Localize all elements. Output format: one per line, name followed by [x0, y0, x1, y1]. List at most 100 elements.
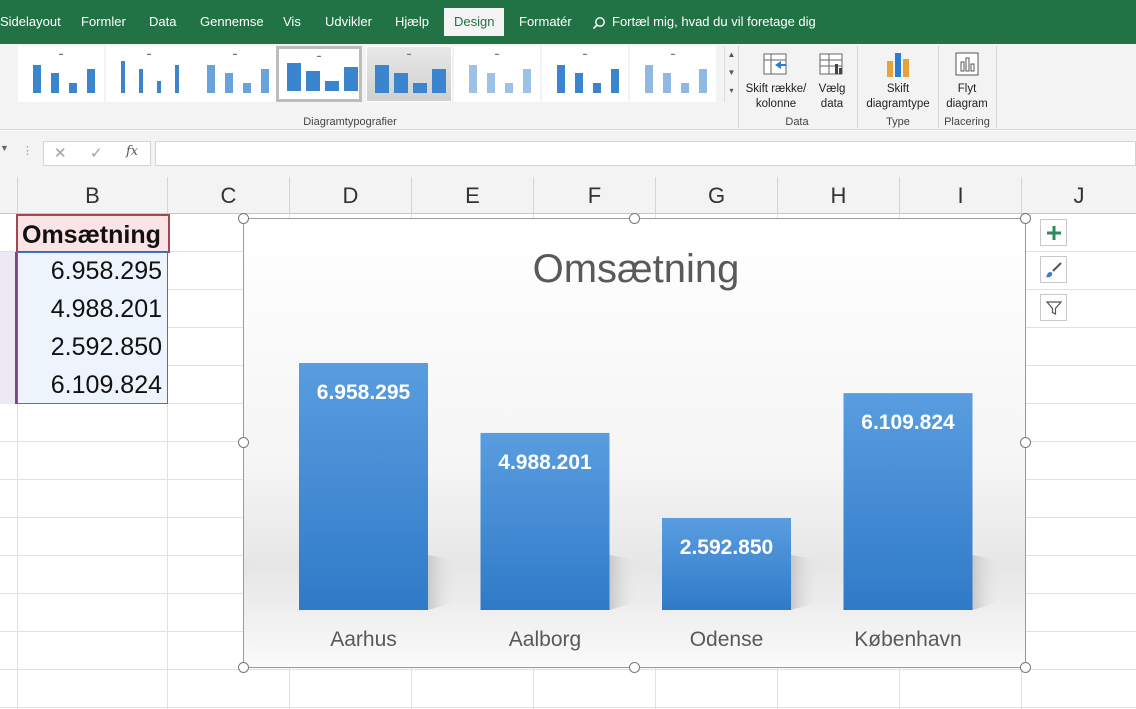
- bar-shadow: [609, 555, 638, 610]
- chart-data-label[interactable]: 4.988.201: [498, 451, 592, 474]
- enter-check-icon[interactable]: ✓: [90, 145, 103, 162]
- column-header-g[interactable]: G: [656, 177, 778, 214]
- column-header-f[interactable]: F: [534, 177, 656, 214]
- switch-row-column-button[interactable]: Skift række/ kolonne: [742, 46, 810, 112]
- formula-input[interactable]: [155, 141, 1136, 166]
- tab-sidelayout[interactable]: Sidelayout: [0, 14, 61, 29]
- value-range-highlight: [17, 252, 168, 404]
- chart-title[interactable]: Omsætning: [533, 247, 740, 291]
- switch-label-2: kolonne: [755, 98, 797, 110]
- grid-line: [167, 214, 168, 709]
- gallery-more-icon[interactable]: ▾: [729, 86, 734, 95]
- cell-b-value[interactable]: 6.109.824: [18, 366, 167, 404]
- cell-b-value[interactable]: 6.958.295: [18, 252, 167, 290]
- chart-style-5[interactable]: ▬: [366, 46, 452, 102]
- chart-data-label[interactable]: 6.109.824: [861, 411, 955, 434]
- cell-b-value[interactable]: 2.592.850: [18, 328, 167, 366]
- group-label-data: Data: [785, 116, 809, 128]
- cancel-icon[interactable]: ✕: [54, 145, 67, 162]
- change-label-1: Skift: [886, 83, 910, 95]
- chart-style-8[interactable]: ▬: [630, 46, 716, 102]
- filter-icon: [1045, 300, 1062, 315]
- grid-line: [0, 669, 1136, 670]
- resize-handle[interactable]: [629, 662, 640, 673]
- change-chart-type-icon: [887, 53, 909, 77]
- chart-bar-aarhus[interactable]: [299, 363, 428, 610]
- chart-style-1[interactable]: ▬: [18, 46, 104, 102]
- column-header-b[interactable]: B: [18, 177, 168, 214]
- chart-style-7[interactable]: ▬: [542, 46, 628, 102]
- resize-handle[interactable]: [629, 213, 640, 224]
- tell-me-text: Fortæl mig, hvad du vil foretage dig: [612, 14, 816, 29]
- cell-b-value[interactable]: 4.988.201: [18, 290, 167, 328]
- grid-line: [17, 214, 18, 709]
- tab-udvikler[interactable]: Udvikler: [325, 14, 372, 29]
- group-separator: [738, 46, 739, 128]
- resize-handle[interactable]: [238, 213, 249, 224]
- chart-bar-københavn[interactable]: [843, 393, 973, 610]
- gallery-scroll[interactable]: ▲ ▼ ▾: [724, 46, 738, 102]
- group-separator: [857, 46, 858, 128]
- chart-data-label[interactable]: 2.592.850: [680, 536, 773, 559]
- formula-bar-grip-icon: ⋮: [22, 145, 33, 157]
- chart-styles-button[interactable]: [1040, 256, 1067, 283]
- change-chart-type-button[interactable]: Skift diagramtype: [861, 46, 935, 112]
- group-label-type: Type: [886, 116, 910, 128]
- lightbulb-search-icon: [592, 16, 605, 29]
- chart-category-label[interactable]: Odense: [690, 628, 764, 651]
- move-chart-button[interactable]: Flyt diagram: [941, 46, 993, 112]
- column-header-h[interactable]: H: [778, 177, 900, 214]
- chart-elements-button[interactable]: [1040, 219, 1067, 246]
- paintbrush-icon: [1045, 261, 1062, 277]
- tab-hjaelp[interactable]: Hjælp: [395, 14, 429, 29]
- chart-style-2[interactable]: ▬: [106, 46, 192, 102]
- chart-category-label[interactable]: Aarhus: [330, 628, 397, 651]
- formula-bar: ▼ ⋮ ✕ ✓ fx: [0, 131, 1136, 177]
- chart-bar-aalborg[interactable]: [480, 432, 610, 610]
- column-header-i[interactable]: I: [900, 177, 1022, 214]
- switch-row-column-icon: [763, 53, 787, 75]
- chart-style-3[interactable]: ▬: [192, 46, 278, 102]
- group-separator: [996, 46, 997, 128]
- column-header-c[interactable]: C: [168, 177, 290, 214]
- tell-me-search[interactable]: Fortæl mig, hvad du vil foretage dig: [592, 8, 816, 36]
- tab-vis[interactable]: Vis: [283, 14, 301, 29]
- chart-plot: Omsætning 6.958.295 Aarhus 4.988.201 Aalbor…: [299, 247, 1001, 651]
- switch-label-1: Skift række/: [745, 83, 807, 95]
- resize-handle[interactable]: [238, 662, 249, 673]
- column-header-j[interactable]: J: [1022, 177, 1136, 214]
- bar-shadow: [428, 555, 456, 610]
- resize-handle[interactable]: [1020, 437, 1031, 448]
- gallery-up-icon[interactable]: ▲: [727, 50, 736, 59]
- gallery-down-icon[interactable]: ▼: [727, 68, 736, 77]
- chart-data-label[interactable]: 6.958.295: [317, 381, 411, 404]
- chart-category-label[interactable]: Aalborg: [509, 628, 581, 651]
- tab-design[interactable]: Design: [444, 8, 505, 36]
- bar-shadow: [791, 555, 819, 610]
- name-box-dropdown-icon[interactable]: ▼: [0, 143, 9, 153]
- resize-handle[interactable]: [1020, 213, 1031, 224]
- chart-style-6[interactable]: ▬: [454, 46, 540, 102]
- column-chart[interactable]: Omsætning 6.958.295 Aarhus 4.988.201 Aalbor…: [243, 218, 1026, 668]
- resize-handle[interactable]: [1020, 662, 1031, 673]
- insert-function-button[interactable]: fx: [126, 144, 139, 159]
- chart-filters-button[interactable]: [1040, 294, 1067, 321]
- chart-bar-odense[interactable]: [662, 517, 791, 610]
- tab-formler[interactable]: Formler: [81, 14, 126, 29]
- cell-b-header[interactable]: Omsætning: [16, 214, 170, 253]
- chart-styles-gallery: ▬ ▬ ▬ ▬ ▬ ▬ ▬ ▬ ▲ ▼ ▾: [8, 44, 735, 104]
- tab-data[interactable]: Data: [149, 14, 177, 29]
- plus-icon: [1046, 225, 1061, 240]
- category-range-highlight: [0, 252, 17, 404]
- select-data-button[interactable]: Vælg data: [812, 46, 852, 112]
- chart-style-4-selected[interactable]: ▬: [276, 46, 362, 102]
- select-label-2: data: [820, 98, 844, 110]
- tab-formater[interactable]: Formatér: [519, 14, 572, 29]
- tab-gennemse[interactable]: Gennemse: [200, 14, 264, 29]
- grid-line: [0, 707, 1136, 708]
- column-header-d[interactable]: D: [290, 177, 412, 214]
- chart-category-label[interactable]: København: [854, 628, 961, 651]
- column-header-e[interactable]: E: [412, 177, 534, 214]
- resize-handle[interactable]: [238, 437, 249, 448]
